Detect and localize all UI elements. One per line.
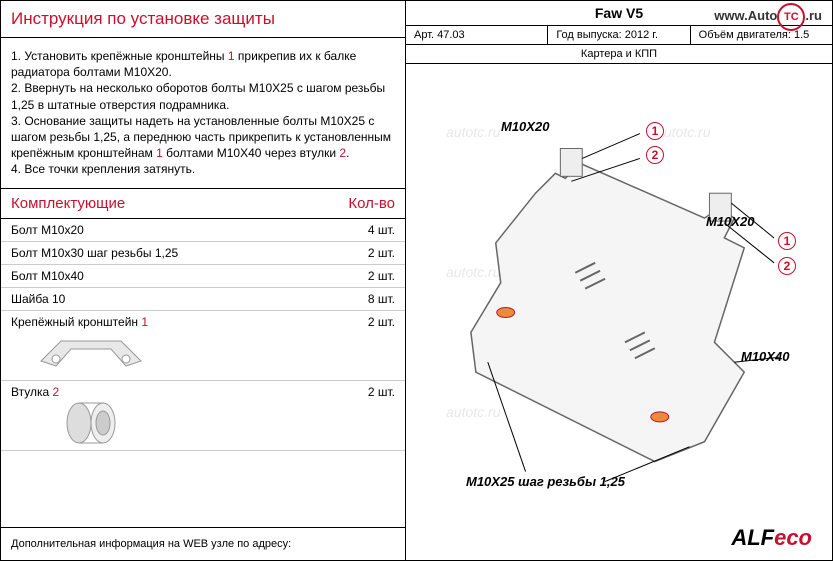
parts-row: Болт М10х20 4 шт. <box>1 219 405 242</box>
autotc-text: www.Auto <box>714 8 777 23</box>
right-panel: www.AutoTC.ru Faw V5 Арт. 47.03 Год выпу… <box>406 1 832 560</box>
instructions-block: 1. Установить крепёжные кронштейны 1 при… <box>1 38 405 189</box>
bracket-icon <box>31 331 151 371</box>
parts-header-right: Кол-во <box>348 195 395 212</box>
product-article: Арт. 47.03 <box>406 26 548 44</box>
callout-m10x20-2: M10X20 <box>706 214 754 229</box>
callout-num-1: 1 <box>646 122 664 140</box>
part-name: Втулка 2 <box>11 385 59 399</box>
product-coverage: Картера и КПП <box>406 44 832 63</box>
part-name: Крепёжный кронштейн 1 <box>11 315 148 329</box>
callout-num-2b: 2 <box>778 257 796 275</box>
parts-table: Болт М10х20 4 шт. Болт М10х30 шаг резьбы… <box>1 219 405 451</box>
parts-row: Болт М10х30 шаг резьбы 1,25 2 шт. <box>1 242 405 265</box>
callout-m10x25: M10X25 шаг резьбы 1,25 <box>466 474 625 489</box>
part-qty: 8 шт. <box>368 292 395 306</box>
parts-row-bushing: Втулка 2 2 шт. <box>1 381 405 451</box>
bushing-icon <box>61 401 121 446</box>
step1-num: 1 <box>228 49 235 63</box>
parts-header: Комплектующие Кол-во <box>1 189 405 219</box>
part-qty: 2 шт. <box>368 315 395 329</box>
step3-mid: болтами М10Х40 через втулки <box>163 146 340 160</box>
callout-circle-1: 1 <box>646 122 664 140</box>
logo-alf: ALF <box>731 525 774 550</box>
autotc-suffix: .ru <box>805 8 822 23</box>
step3-post: . <box>346 146 349 160</box>
skid-plate-shape <box>471 148 744 461</box>
instruction-step-1: 1. Установить крепёжные кронштейны 1 при… <box>11 48 395 80</box>
callout-num-1b: 1 <box>778 232 796 250</box>
instruction-step-4: 4. Все точки крепления затянуть. <box>11 161 395 177</box>
part-name: Болт М10х20 <box>11 223 84 237</box>
diagram-area: autotc.ru autotc.ru autotc.ru autotc.ru … <box>406 64 832 561</box>
part-name: Болт М10х30 шаг резьбы 1,25 <box>11 246 178 260</box>
bracket-label: Крепёжный кронштейн <box>11 315 141 329</box>
parts-header-left: Комплектующие <box>11 195 125 212</box>
logo-eco: eco <box>774 525 812 550</box>
callout-num-2: 2 <box>646 146 664 164</box>
callout-circle-2: 2 <box>646 146 664 164</box>
left-panel: Инструкция по установке защиты 1. Устано… <box>1 1 406 560</box>
alfeco-logo: ALFeco <box>731 525 812 551</box>
bushing-num: 2 <box>53 385 60 399</box>
part-qty: 2 шт. <box>368 385 395 399</box>
callout-circle-1b: 1 <box>778 232 796 250</box>
page-title: Инструкция по установке защиты <box>11 9 395 29</box>
parts-row-bracket: Крепёжный кронштейн 1 2 шт. <box>1 311 405 381</box>
part-qty: 2 шт. <box>368 269 395 283</box>
step3-num1: 1 <box>156 146 163 160</box>
autotc-logo: www.AutoTC.ru <box>714 3 822 31</box>
product-year: Год выпуска: 2012 г. <box>548 26 690 44</box>
bushing-label: Втулка <box>11 385 53 399</box>
bracket-num: 1 <box>141 315 148 329</box>
autotc-circle-icon: TC <box>777 3 805 31</box>
parts-row: Шайба 10 8 шт. <box>1 288 405 311</box>
main-container: Инструкция по установке защиты 1. Устано… <box>0 0 833 561</box>
step1-pre: 1. Установить крепёжные кронштейны <box>11 49 228 63</box>
callout-m10x20: M10X20 <box>501 119 549 134</box>
title-section: Инструкция по установке защиты <box>1 1 405 38</box>
part-qty: 4 шт. <box>368 223 395 237</box>
footer-note: Дополнительная информация на WEB узле по… <box>1 527 405 560</box>
instruction-step-2: 2. Ввернуть на несколько оборотов болты … <box>11 80 395 112</box>
part-name: Шайба 10 <box>11 292 65 306</box>
callout-m10x40: M10X40 <box>741 349 789 364</box>
part-qty: 2 шт. <box>368 246 395 260</box>
part-name: Болт М10х40 <box>11 269 84 283</box>
parts-row: Болт М10х40 2 шт. <box>1 265 405 288</box>
callout-circle-2b: 2 <box>778 257 796 275</box>
instruction-step-3: 3. Основание защиты надеть на установлен… <box>11 113 395 162</box>
